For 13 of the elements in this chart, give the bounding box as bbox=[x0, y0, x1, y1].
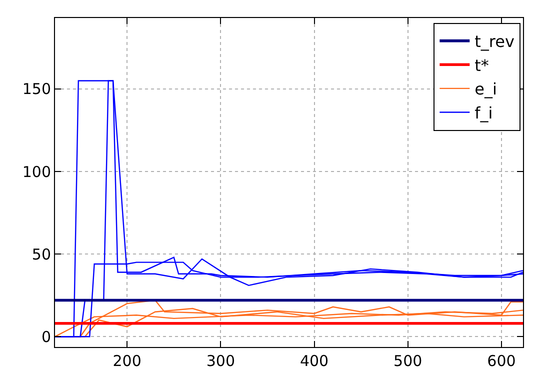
y-tick-label: 100 bbox=[22, 162, 51, 181]
x-tick-label: 500 bbox=[394, 352, 422, 370]
x-tick-label: 600 bbox=[487, 352, 516, 370]
x-tick-label: 200 bbox=[112, 352, 142, 370]
legend-label: t_rev bbox=[474, 32, 514, 52]
legend-label: t* bbox=[474, 56, 489, 75]
x-tick-label: 400 bbox=[300, 352, 329, 370]
legend-label: f_i bbox=[474, 103, 493, 122]
y-tick-label: 50 bbox=[32, 245, 51, 264]
y-tick-label: 150 bbox=[22, 80, 51, 98]
x-tick-label: 300 bbox=[206, 352, 235, 370]
legend-label: e_i bbox=[474, 80, 497, 99]
y-tick-label: 0 bbox=[41, 328, 51, 346]
